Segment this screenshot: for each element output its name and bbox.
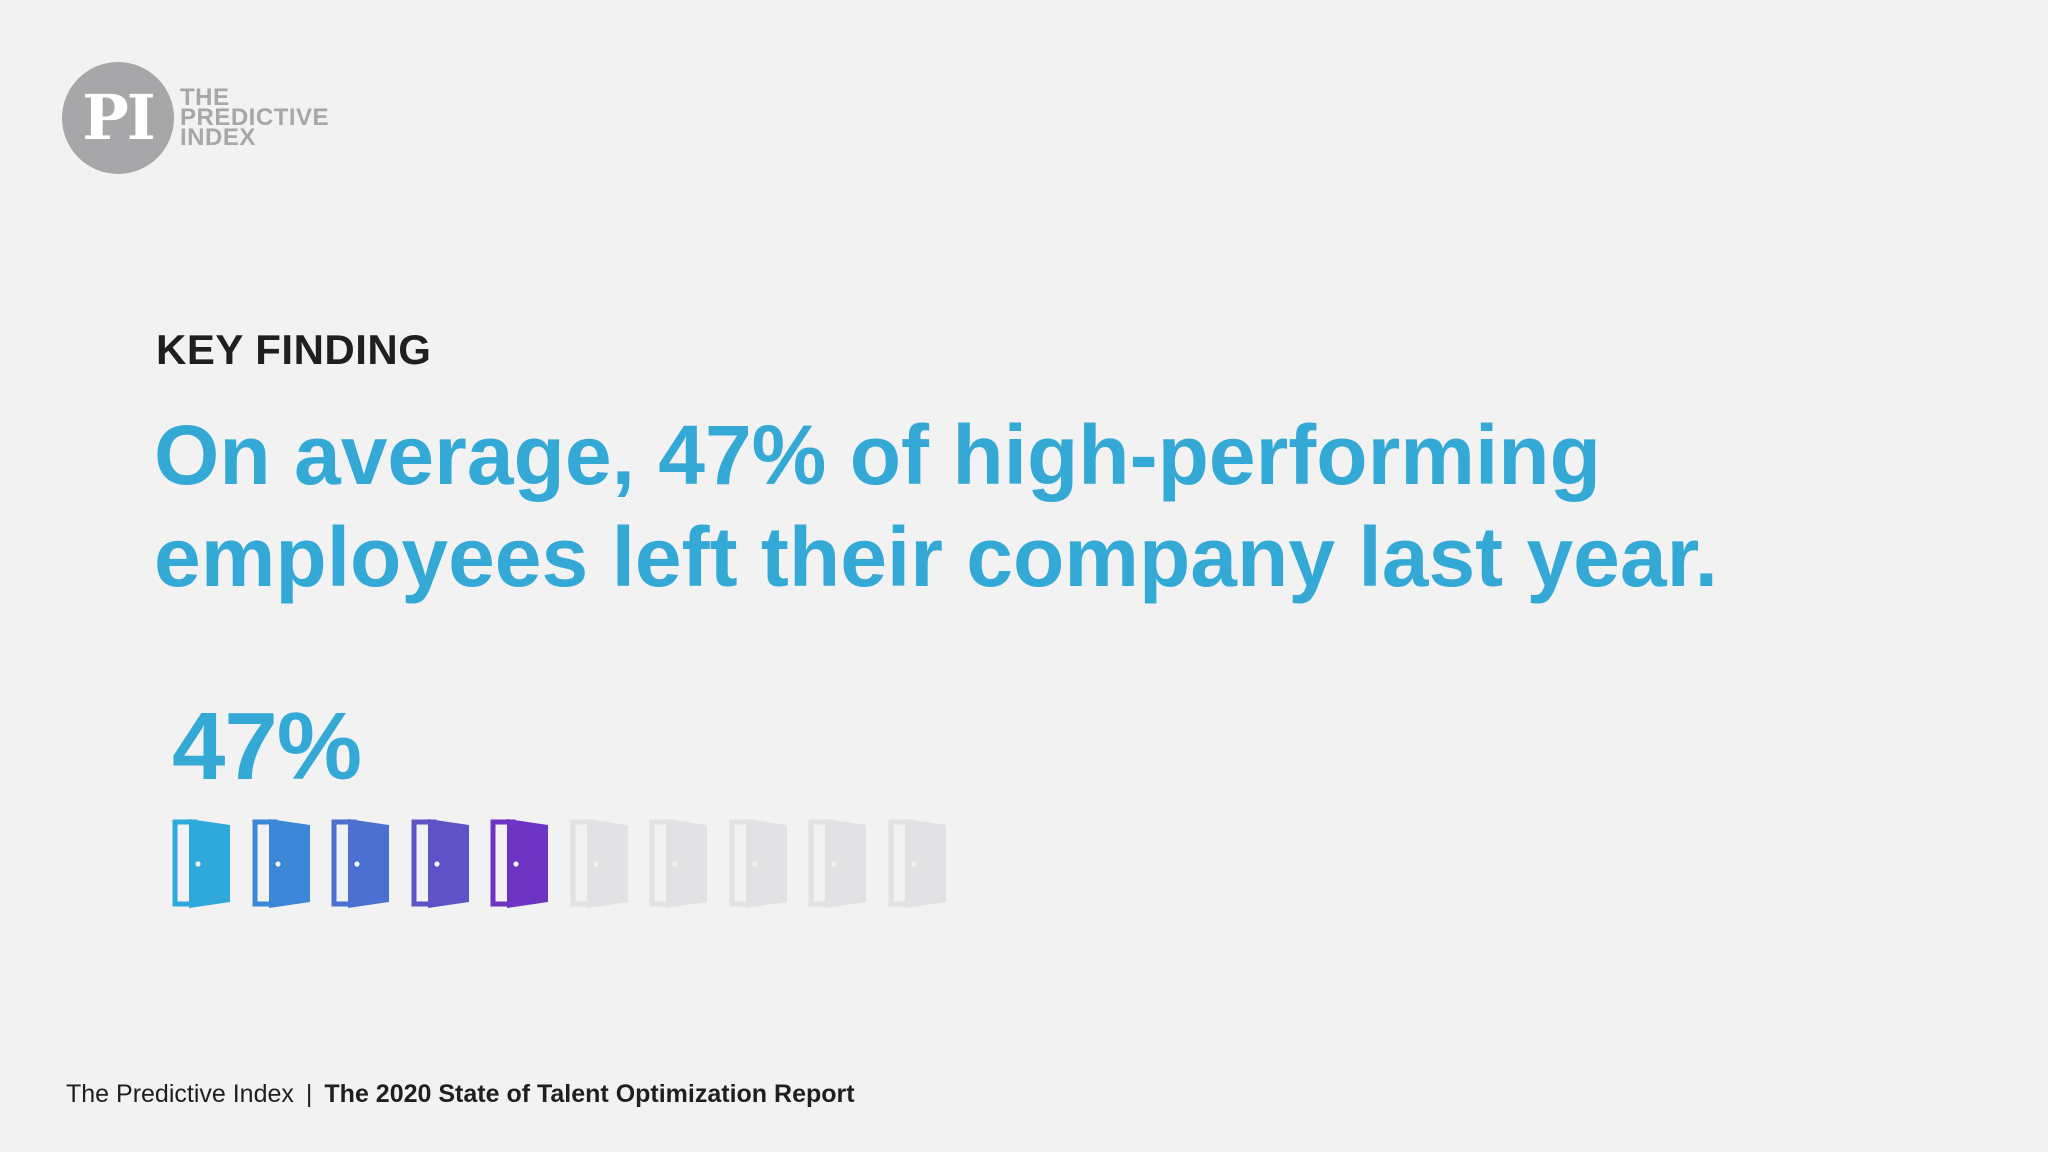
logo-wordmark: THE PREDICTIVE INDEX: [180, 84, 330, 151]
logo-word-predictive: PREDICTIVE: [180, 104, 330, 131]
logo-mark: PI: [82, 81, 156, 154]
door-icon: [411, 819, 469, 908]
door-icon: [888, 819, 946, 908]
headline: On average, 47% of high-performing emplo…: [154, 404, 1954, 608]
door-icon: [729, 819, 787, 908]
footer-separator: |: [305, 1080, 313, 1108]
door-icon: [570, 819, 628, 908]
logo-circle: [62, 62, 174, 174]
door-icon: [808, 819, 866, 908]
footer-report-title: The 2020 State of Talent Optimization Re…: [324, 1080, 855, 1108]
door-icon: [490, 819, 548, 908]
door-icon: [172, 819, 230, 908]
door-icon-row: [172, 818, 948, 909]
footer: The Predictive Index | The 2020 State of T…: [66, 1080, 855, 1109]
headline-line-1: On average, 47% of high-performing: [154, 408, 1601, 502]
key-finding-label: KEY FINDING: [156, 326, 432, 373]
headline-line-2: employees left their company last year.: [154, 510, 1719, 604]
door-icon: [252, 819, 310, 908]
logo-word-the: THE: [180, 84, 230, 111]
stat-percentage: 47%: [172, 693, 362, 800]
door-icon: [331, 819, 389, 908]
footer-publisher: The Predictive Index: [66, 1080, 294, 1108]
logo-word-index: INDEX: [180, 124, 256, 151]
predictive-index-logo: PI THE PREDICTIVE INDEX: [62, 62, 342, 176]
door-icon: [649, 819, 707, 908]
